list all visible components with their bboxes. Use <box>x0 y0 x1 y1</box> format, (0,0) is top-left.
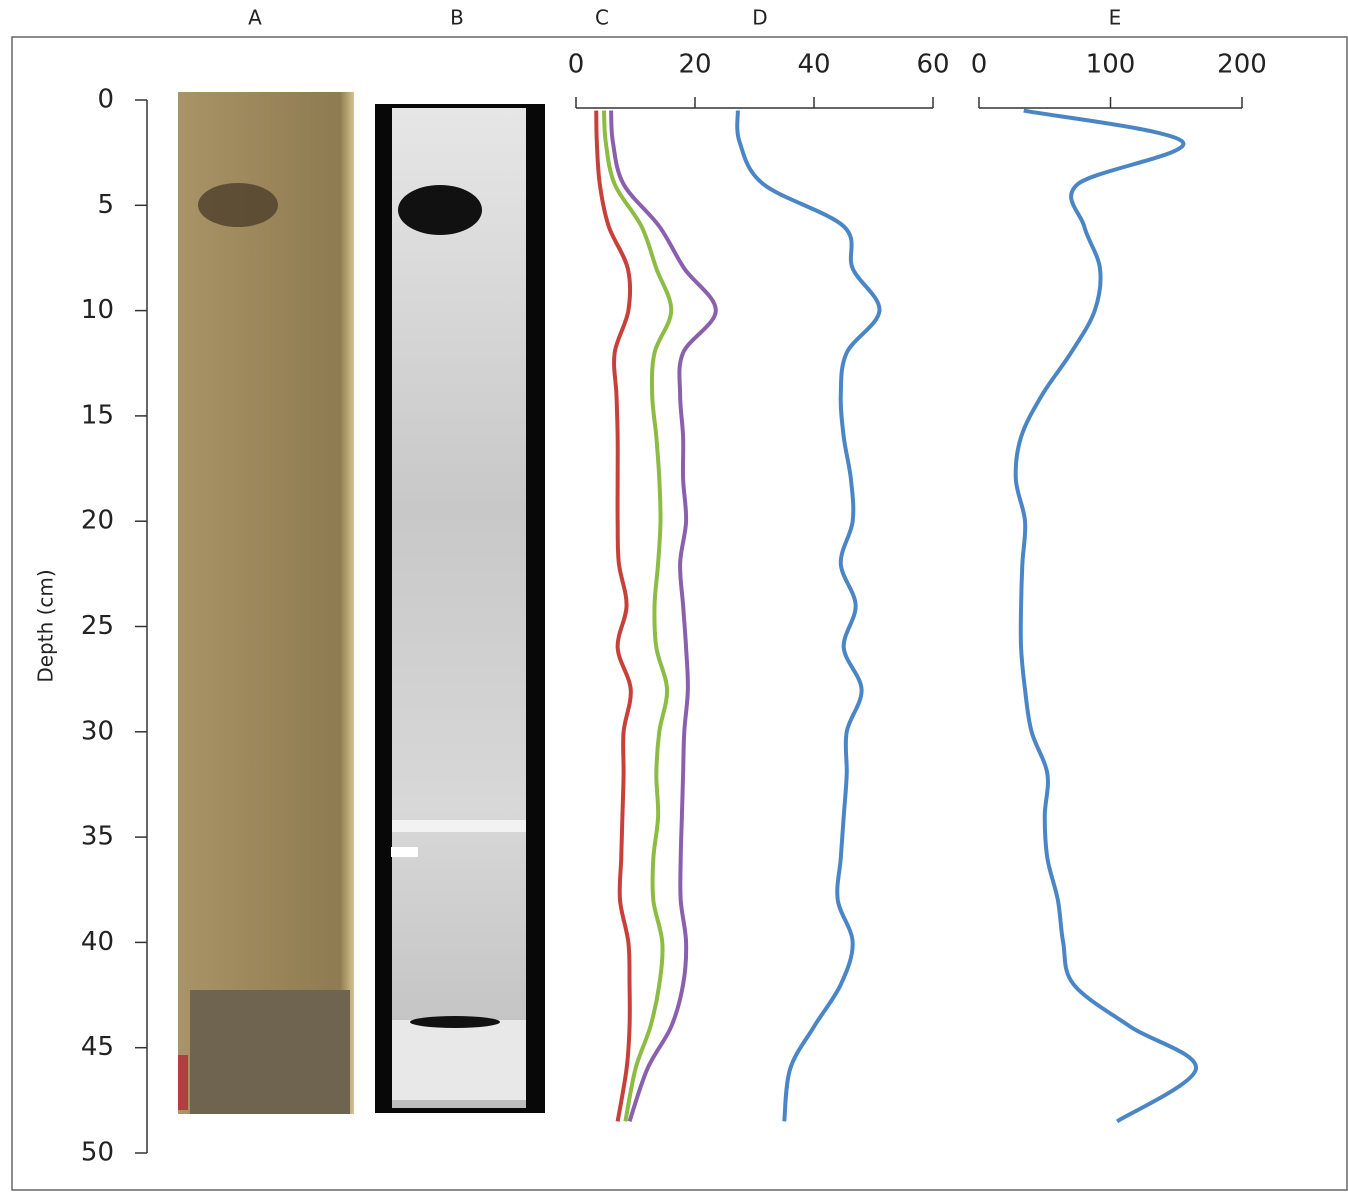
y-tick-label: 30 <box>81 716 114 746</box>
y-axis-label: Depth (cm) <box>34 569 58 682</box>
profile-line <box>604 111 671 1122</box>
x-tick-label: 20 <box>678 50 711 80</box>
core-photo <box>178 92 354 1114</box>
y-tick-label: 25 <box>81 611 114 641</box>
y-tick-label: 50 <box>81 1138 114 1168</box>
y-tick-label: 20 <box>81 506 114 536</box>
profile-line <box>1016 111 1196 1122</box>
y-tick-label: 40 <box>81 927 114 957</box>
x-tick-label: 40 <box>797 50 830 80</box>
x-tick-label: 200 <box>1217 50 1267 80</box>
y-tick-label: 45 <box>81 1032 114 1062</box>
x-tick-label: 60 <box>916 50 949 80</box>
panel-label: D <box>752 6 767 30</box>
panel-label: A <box>248 6 262 30</box>
x-tick-label: 100 <box>1086 50 1136 80</box>
panel-label: B <box>450 6 464 30</box>
y-tick-label: 0 <box>97 85 114 115</box>
figure: Depth (cm) A B C D E 0 5 10 15 20 25 30 35 40 45 50 0 20 4… <box>0 0 1348 1192</box>
x-tick-label: 0 <box>971 50 988 80</box>
profile-line <box>737 111 879 1122</box>
y-tick-label: 15 <box>81 400 114 430</box>
y-tick-label: 35 <box>81 822 114 852</box>
panel-label: E <box>1109 6 1122 30</box>
profile-line <box>596 111 631 1122</box>
y-tick-label: 10 <box>81 295 114 325</box>
x-tick-label: 0 <box>568 50 585 80</box>
xray-image <box>375 104 545 1113</box>
y-tick-label: 5 <box>97 190 114 220</box>
panel-label: C <box>595 6 609 30</box>
